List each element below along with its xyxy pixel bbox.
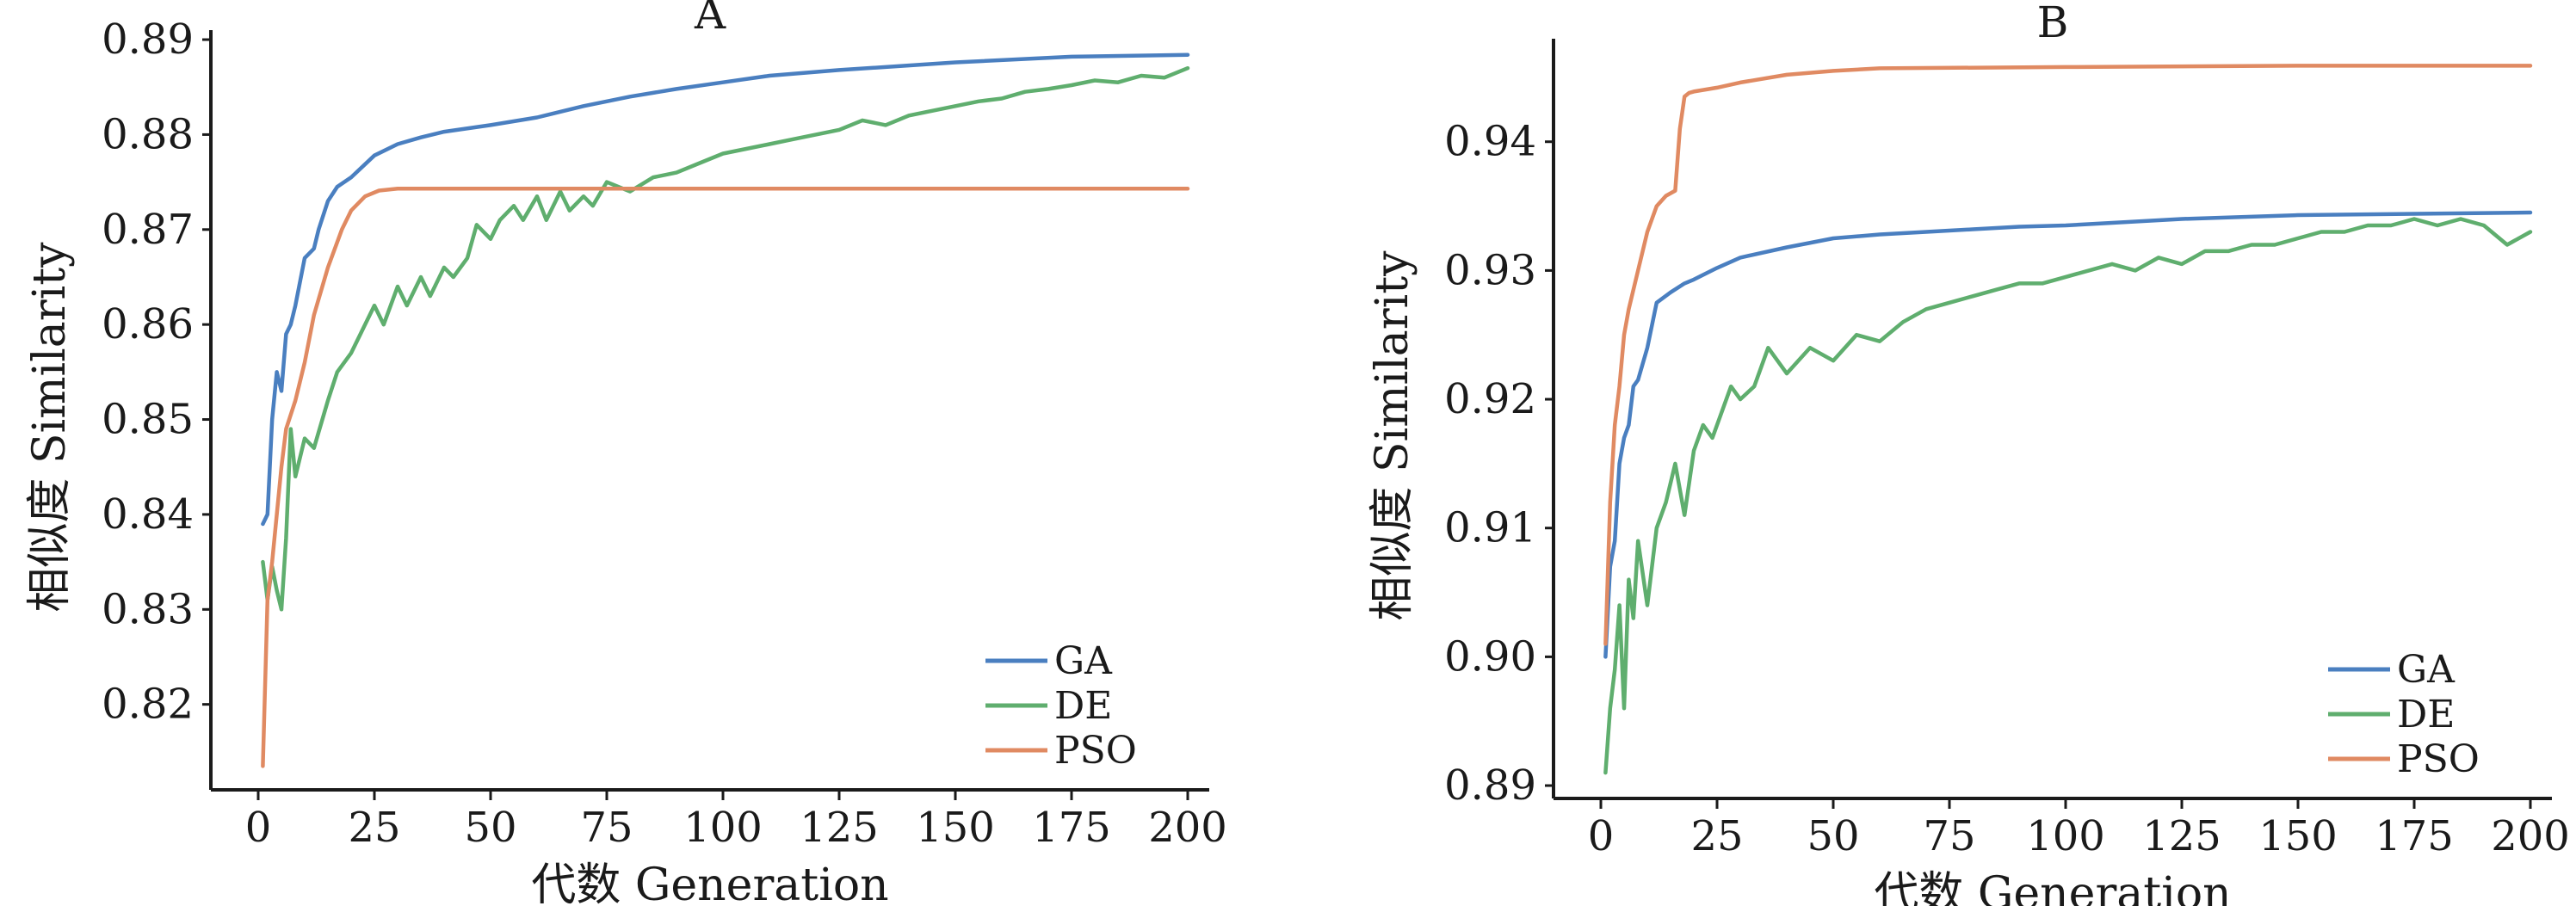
x-tick-label: 50 bbox=[1807, 812, 1859, 860]
x-tick-label: 175 bbox=[2375, 812, 2454, 860]
x-tick-label: 200 bbox=[1148, 804, 1227, 852]
y-tick-label: 0.92 bbox=[1444, 375, 1536, 423]
series-line-ga bbox=[1603, 210, 2533, 659]
x-tick-label: 100 bbox=[2026, 812, 2105, 860]
x-tick-label: 200 bbox=[2491, 812, 2570, 860]
y-tick-label: 0.83 bbox=[102, 585, 194, 633]
legend-label-de: DE bbox=[2397, 693, 2455, 737]
x-axis-label: 代数 Generation bbox=[531, 860, 888, 906]
y-axis-label: 相似度 Similarity bbox=[1367, 250, 1418, 621]
chart-panel-B: 0.89 0.90 0.91 0.92 0.93 0.94 0 25 50 75 100 125 150… bbox=[1367, 0, 2570, 906]
x-tick-label: 175 bbox=[1032, 804, 1111, 852]
chart-title: A bbox=[694, 0, 726, 39]
y-tick-label: 0.88 bbox=[102, 110, 194, 158]
y-axis-label: 相似度 Similarity bbox=[24, 242, 76, 613]
y-tick-label: 0.93 bbox=[1444, 246, 1536, 294]
y-tick-label: 0.87 bbox=[102, 206, 194, 254]
x-tick-label: 75 bbox=[1923, 812, 1975, 860]
y-tick-label: 0.89 bbox=[102, 15, 194, 64]
x-tick-label: 150 bbox=[2258, 812, 2338, 860]
y-tick-label: 0.90 bbox=[1444, 632, 1536, 681]
x-tick-label: 25 bbox=[348, 804, 400, 852]
x-tick-label: 75 bbox=[580, 804, 633, 852]
x-axis-label: 代数 Generation bbox=[1874, 868, 2231, 906]
y-tick-label: 0.85 bbox=[102, 396, 194, 444]
x-tick-label: 0 bbox=[1588, 812, 1615, 860]
series-line-de bbox=[1603, 217, 2533, 775]
y-tick-label: 0.82 bbox=[102, 681, 194, 729]
y-tick-label: 0.89 bbox=[1444, 761, 1536, 810]
series-line-de bbox=[261, 65, 1190, 612]
x-tick-label: 50 bbox=[464, 804, 516, 852]
legend-label-pso: PSO bbox=[1054, 729, 1137, 773]
series-line-pso bbox=[261, 187, 1190, 768]
series-line-ga bbox=[261, 52, 1190, 527]
legend-label-de: DE bbox=[1054, 684, 1112, 728]
y-tick-label: 0.94 bbox=[1444, 118, 1536, 166]
series-line-pso bbox=[1603, 64, 2533, 646]
x-tick-label: 125 bbox=[2142, 812, 2221, 860]
chart-title: B bbox=[2037, 0, 2069, 47]
y-tick-label: 0.84 bbox=[102, 490, 194, 539]
legend-label-ga: GA bbox=[1054, 639, 1113, 683]
x-tick-label: 125 bbox=[800, 804, 879, 852]
y-tick-label: 0.86 bbox=[102, 300, 194, 348]
x-tick-label: 0 bbox=[245, 804, 272, 852]
x-tick-label: 25 bbox=[1690, 812, 1743, 860]
legend-label-pso: PSO bbox=[2397, 737, 2480, 781]
y-tick-label: 0.91 bbox=[1444, 504, 1536, 552]
x-tick-label: 100 bbox=[683, 804, 763, 852]
legend-label-ga: GA bbox=[2397, 648, 2456, 692]
x-tick-label: 150 bbox=[916, 804, 995, 852]
chart-panel-A: 0.82 0.83 0.84 0.85 0.86 0.87 0.88 0.89 0 25 50 75 1… bbox=[24, 0, 1227, 906]
